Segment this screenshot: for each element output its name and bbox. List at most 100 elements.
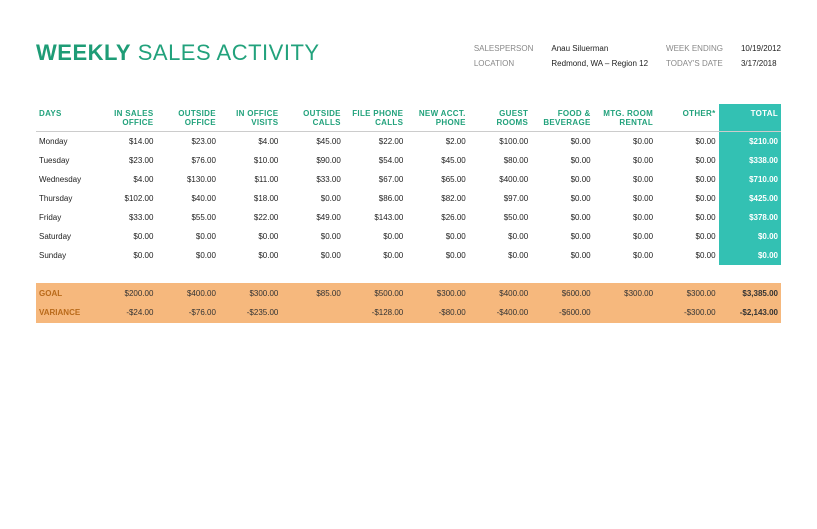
value-cell: $45.00: [406, 151, 468, 170]
col-guest-rooms: GUEST ROOMS: [469, 104, 531, 132]
col-outside-office: OUTSIDE OFFICE: [156, 104, 218, 132]
value-cell: $0.00: [344, 246, 406, 265]
value-cell: $45.00: [281, 132, 343, 152]
value-cell: $82.00: [406, 189, 468, 208]
value-cell: $0.00: [656, 227, 718, 246]
day-label: Tuesday: [36, 151, 94, 170]
spacer-row: [36, 265, 781, 283]
goal-cell: $400.00: [469, 283, 531, 303]
value-cell: $40.00: [156, 189, 218, 208]
value-cell: $0.00: [156, 246, 218, 265]
day-label: Monday: [36, 132, 94, 152]
day-label: Friday: [36, 208, 94, 227]
goal-total: $3,385.00: [719, 283, 781, 303]
col-days: DAYS: [36, 104, 94, 132]
value-cell: $10.00: [219, 151, 281, 170]
table-header: DAYS IN SALES OFFICE OUTSIDE OFFICE IN O…: [36, 104, 781, 132]
meta-weekending-label: WEEK ENDING: [666, 44, 723, 53]
value-cell: $710.00: [719, 170, 781, 189]
value-cell: $338.00: [719, 151, 781, 170]
col-file-phone-calls: FILE PHONE CALLS: [344, 104, 406, 132]
value-cell: $0.00: [219, 246, 281, 265]
value-cell: $0.00: [531, 227, 593, 246]
table-row: Monday$14.00$23.00$4.00$45.00$22.00$2.00…: [36, 132, 781, 152]
page-title: WEEKLY SALES ACTIVITY: [36, 40, 320, 66]
value-cell: $0.00: [531, 246, 593, 265]
value-cell: $0.00: [281, 227, 343, 246]
value-cell: $0.00: [531, 151, 593, 170]
value-cell: $0.00: [594, 132, 656, 152]
variance-cell: -$235.00: [219, 303, 281, 323]
value-cell: $102.00: [94, 189, 156, 208]
value-cell: $0.00: [594, 246, 656, 265]
value-cell: $23.00: [94, 151, 156, 170]
goal-cell: $300.00: [594, 283, 656, 303]
value-cell: $0.00: [719, 246, 781, 265]
value-cell: $0.00: [281, 189, 343, 208]
value-cell: $0.00: [594, 170, 656, 189]
day-label: Thursday: [36, 189, 94, 208]
col-new-acct-phone: NEW ACCT. PHONE: [406, 104, 468, 132]
col-total: TOTAL: [719, 104, 781, 132]
variance-cell: -$24.00: [94, 303, 156, 323]
value-cell: $0.00: [156, 227, 218, 246]
value-cell: $0.00: [531, 170, 593, 189]
value-cell: $0.00: [656, 132, 718, 152]
value-cell: $0.00: [531, 208, 593, 227]
value-cell: $0.00: [594, 227, 656, 246]
value-cell: $0.00: [594, 151, 656, 170]
value-cell: $4.00: [94, 170, 156, 189]
value-cell: $26.00: [406, 208, 468, 227]
value-cell: $0.00: [469, 246, 531, 265]
value-cell: $0.00: [281, 246, 343, 265]
value-cell: $97.00: [469, 189, 531, 208]
value-cell: $0.00: [656, 208, 718, 227]
col-outside-calls: OUTSIDE CALLS: [281, 104, 343, 132]
value-cell: $54.00: [344, 151, 406, 170]
value-cell: $86.00: [344, 189, 406, 208]
table-row: Thursday$102.00$40.00$18.00$0.00$86.00$8…: [36, 189, 781, 208]
table-row: Tuesday$23.00$76.00$10.00$90.00$54.00$45…: [36, 151, 781, 170]
value-cell: $0.00: [531, 189, 593, 208]
value-cell: $400.00: [469, 170, 531, 189]
col-food-beverage: FOOD & BEVERAGE: [531, 104, 593, 132]
value-cell: $0.00: [406, 227, 468, 246]
table-row: Sunday$0.00$0.00$0.00$0.00$0.00$0.00$0.0…: [36, 246, 781, 265]
meta-today: 3/17/2018: [741, 59, 781, 68]
meta-today-label: TODAY'S DATE: [666, 59, 723, 68]
value-cell: $0.00: [656, 189, 718, 208]
variance-cell: -$300.00: [656, 303, 718, 323]
variance-cell: -$400.00: [469, 303, 531, 323]
variance-cell: -$128.00: [344, 303, 406, 323]
value-cell: $130.00: [156, 170, 218, 189]
value-cell: $4.00: [219, 132, 281, 152]
value-cell: $22.00: [344, 132, 406, 152]
value-cell: $50.00: [469, 208, 531, 227]
value-cell: $0.00: [219, 227, 281, 246]
value-cell: $0.00: [406, 246, 468, 265]
meta-location-label: LOCATION: [474, 59, 534, 68]
variance-cell: -$80.00: [406, 303, 468, 323]
value-cell: $210.00: [719, 132, 781, 152]
goal-cell: $300.00: [406, 283, 468, 303]
table-row: Saturday$0.00$0.00$0.00$0.00$0.00$0.00$0…: [36, 227, 781, 246]
col-mtg-room-rental: MTG. ROOM RENTAL: [594, 104, 656, 132]
goal-cell: $400.00: [156, 283, 218, 303]
value-cell: $0.00: [531, 132, 593, 152]
value-cell: $0.00: [594, 189, 656, 208]
meta-salesperson-label: SALESPERSON: [474, 44, 534, 53]
goal-cell: $300.00: [219, 283, 281, 303]
value-cell: $33.00: [94, 208, 156, 227]
value-cell: $80.00: [469, 151, 531, 170]
table-body: Monday$14.00$23.00$4.00$45.00$22.00$2.00…: [36, 132, 781, 266]
value-cell: $143.00: [344, 208, 406, 227]
day-label: Sunday: [36, 246, 94, 265]
value-cell: $0.00: [594, 208, 656, 227]
meta-weekending: 10/19/2012: [741, 44, 781, 53]
goal-cell: $500.00: [344, 283, 406, 303]
value-cell: $0.00: [656, 246, 718, 265]
value-cell: $0.00: [94, 227, 156, 246]
value-cell: $2.00: [406, 132, 468, 152]
col-in-sales-office: IN SALES OFFICE: [94, 104, 156, 132]
meta-location: Redmond, WA – Region 12: [551, 59, 648, 68]
